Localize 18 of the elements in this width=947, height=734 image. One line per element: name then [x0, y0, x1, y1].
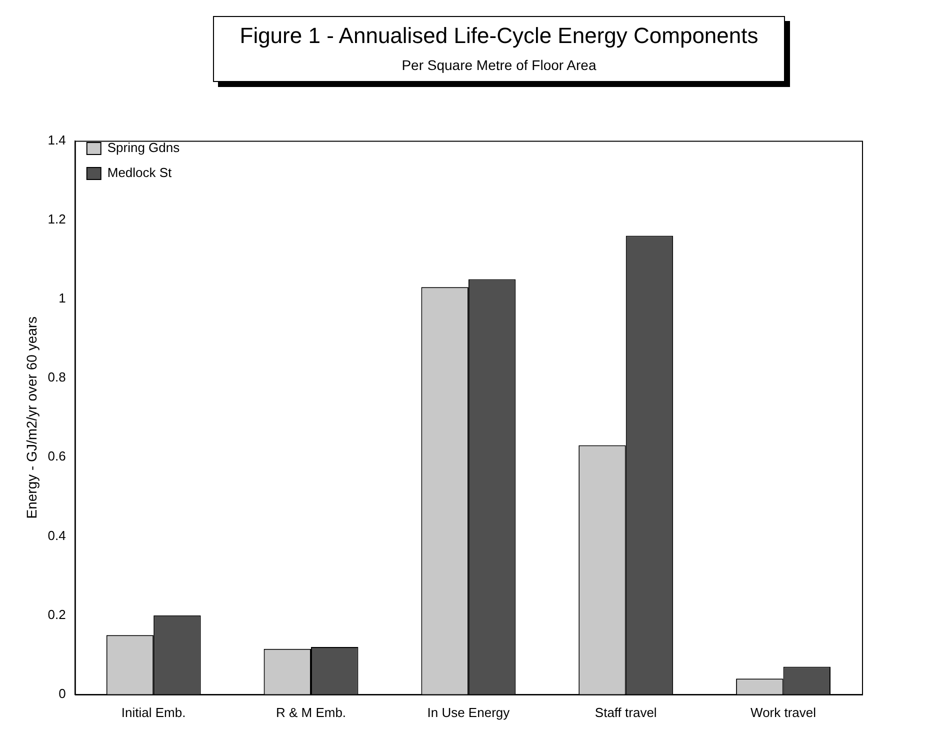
y-tick-label: 1.4	[48, 132, 66, 148]
y-axis-title: Energy - GJ/m2/yr over 60 years	[23, 316, 40, 519]
y-tick-label: 0.8	[48, 370, 66, 385]
y-tick-label: 1	[58, 290, 66, 306]
x-tick-label: In Use Energy	[427, 704, 510, 720]
x-tick-label: R & M Emb.	[276, 704, 346, 720]
legend-label: Spring Gdns	[107, 140, 180, 156]
chart-title: Figure 1 - Annualised Life-Cycle Energy Components	[238, 23, 760, 49]
chart-subtitle: Per Square Metre of Floor Area	[400, 57, 598, 73]
y-tick-label: 1.2	[48, 211, 66, 226]
legend-label: Medlock St	[107, 165, 172, 180]
y-tick-label: 0.6	[48, 448, 66, 464]
x-tick-label: Work travel	[750, 704, 816, 720]
x-tick-label: Staff travel	[594, 704, 657, 720]
y-tick-label: 0	[58, 686, 66, 701]
y-tick-label: 0.2	[48, 606, 66, 622]
y-tick-label: 0.4	[48, 528, 66, 543]
x-tick-label: Initial Emb.	[121, 704, 186, 720]
